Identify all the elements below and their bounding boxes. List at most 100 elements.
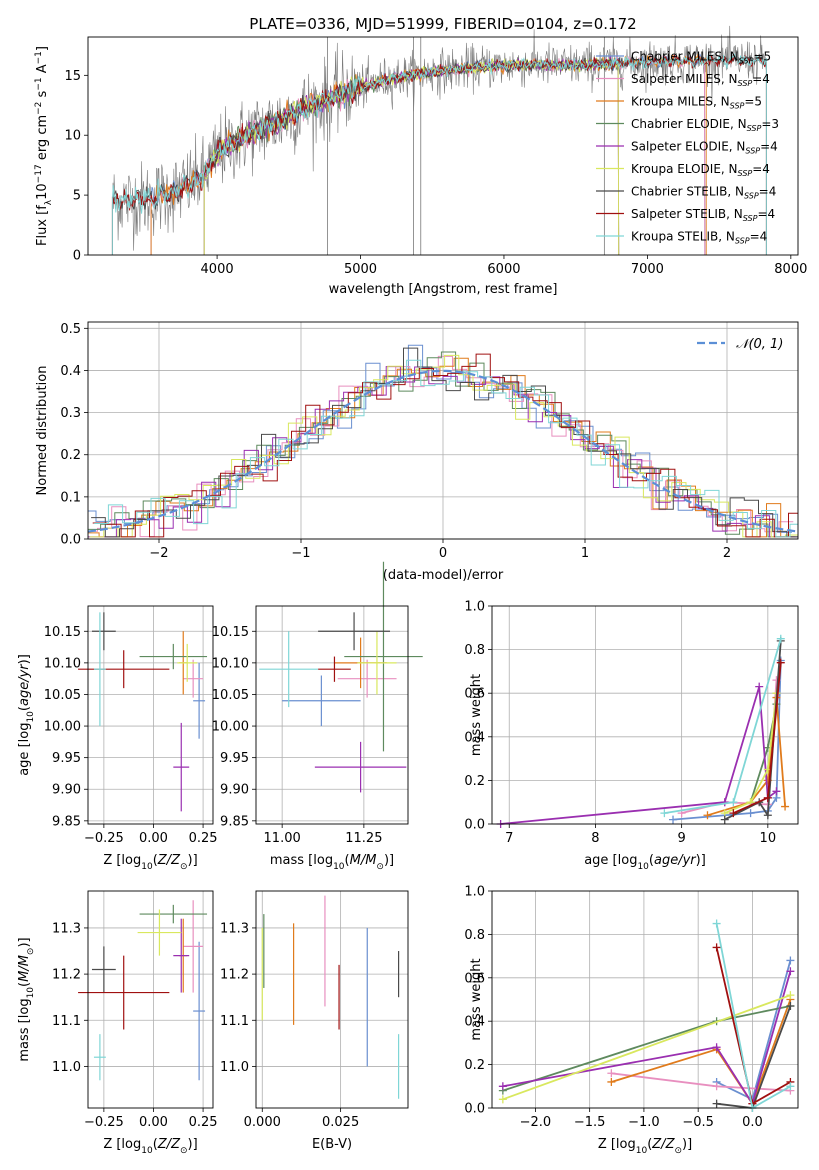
x-axis-label: Z [log10(Z/Z⊙)] (598, 1137, 692, 1156)
y-tick-label: 1.0 (464, 885, 485, 900)
histogram-salpeter-stelib (92, 353, 798, 538)
y-tick-label: 0.0 (464, 1102, 485, 1117)
y-tick-label: 0.1 (60, 490, 81, 505)
weight-marker (786, 1002, 795, 1011)
y-axis-label: mass [log10(M/M⊙)] (17, 937, 36, 1061)
weight-marker (712, 1043, 721, 1052)
x-tick-label: 10 (760, 831, 777, 846)
y-tick-label: 10.05 (44, 688, 81, 703)
y-tick-label: 11.2 (220, 968, 249, 983)
weight-marker (729, 798, 738, 807)
weight-marker (763, 811, 772, 820)
x-axis-label: age [log10(age/yr)] (584, 853, 706, 872)
age-vs-mass-panel: 11.00 11.25 9.85 9.90 9.95 10.00 10.05 10.10 10.… (212, 561, 423, 872)
weight-marker (498, 1095, 507, 1104)
weight-marker (781, 802, 790, 811)
age-vs-Z-panel: −0.25 0.00 0.25 9.85 9.90 9.95 10.00 10.05 10.10… (17, 605, 218, 872)
y-tick-label: 10.15 (212, 625, 249, 640)
model-spectrum-chabrier-elodie (203, 57, 620, 256)
x-tick-label: 0.25 (189, 831, 218, 846)
histogram-chabrier-miles (88, 344, 792, 533)
weight-marker (755, 682, 764, 691)
legend-entry: Chabrier STELIB, NSSP=4 (631, 185, 776, 201)
weight-line-salpeter-stelib (715, 947, 791, 1106)
x-tick-label: −1.0 (628, 1115, 660, 1130)
plot-frame (87, 890, 214, 1109)
weight-marker (607, 1069, 616, 1078)
weight-marker (786, 956, 795, 965)
x-axis-label: Z [log10(Z/Z⊙)] (103, 853, 197, 872)
y-tick-label: 10.15 (44, 625, 81, 640)
weight-marker (786, 1082, 795, 1091)
model-spectrum-kroupa-miles (150, 53, 707, 255)
y-tick-label: 0 (73, 249, 81, 264)
weight-marker (772, 787, 781, 796)
x-tick-label: 0.00 (139, 831, 168, 846)
x-axis-label: (data-model)/error (383, 568, 504, 583)
x-tick-label: 1 (581, 546, 589, 561)
y-axis-label: mass weight (469, 958, 484, 1040)
x-axis-label: mass [log10(M/M⊙)] (270, 853, 394, 872)
legend-entry: Salpeter STELIB, NSSP=4 (631, 207, 775, 223)
legend-entry: Salpeter MILES, NSSP=4 (631, 72, 770, 88)
y-tick-label: 11.1 (220, 1014, 249, 1029)
weight-marker (720, 798, 729, 807)
y-tick-label: 0.0 (60, 533, 81, 548)
y-tick-label: 0.2 (60, 448, 81, 463)
y-tick-label: 0.4 (464, 1015, 485, 1030)
legend-entry: Kroupa ELODIE, NSSP=4 (631, 162, 770, 178)
y-tick-label: 0.0 (464, 818, 485, 833)
y-tick-label: 11.1 (52, 1014, 81, 1029)
y-tick-label: 9.90 (52, 783, 81, 798)
histogram-kroupa-stelib (94, 359, 798, 538)
weight-marker (776, 634, 785, 643)
x-tick-label: 9 (677, 831, 685, 846)
x-tick-label: 0.25 (189, 1115, 218, 1130)
y-tick-label: 10.10 (212, 656, 249, 671)
y-tick-label: 0.3 (60, 406, 81, 421)
mass-weight-vs-age-panel: 7 8 9 10 0.0 0.2 0.4 0.6 0.8 1.0 age [log10(age/yr… (464, 600, 799, 872)
mass-weight-vs-Z-panel: −2.0 −1.5 −1.0 −0.5 0.0 0.0 0.2 0.4 0.6 0.8 1.0 Z [… (464, 885, 799, 1156)
x-tick-label: 6000 (487, 262, 520, 277)
x-tick-label: −2.0 (520, 1115, 552, 1130)
histogram-chabrier-stelib (91, 347, 798, 538)
x-tick-label: 0.000 (244, 1115, 281, 1130)
weight-line-salpeter-elodie (502, 971, 792, 1106)
y-tick-label: 0.2 (464, 1058, 485, 1073)
x-tick-label: 11.25 (345, 831, 382, 846)
legend-entry: Chabrier ELODIE, NSSP=3 (631, 117, 779, 133)
y-tick-label: 11.2 (52, 968, 81, 983)
histogram-kroupa-elodie (89, 354, 798, 538)
y-tick-label: 10.10 (44, 656, 81, 671)
weight-line-kroupa-stelib (715, 923, 791, 1110)
weight-marker (712, 1099, 721, 1108)
y-tick-label: 0.4 (464, 730, 485, 745)
y-tick-label: 0.2 (464, 774, 485, 789)
x-axis-label: E(B-V) (312, 1137, 352, 1152)
y-tick-label: 10.00 (44, 720, 81, 735)
legend-entry: 𝒩(0, 1) (736, 337, 783, 352)
weight-marker (720, 815, 729, 824)
y-tick-label: 0.6 (464, 971, 485, 986)
plot-frame (491, 605, 799, 825)
x-tick-label: 0.00 (139, 1115, 168, 1130)
y-tick-label: 9.95 (220, 751, 249, 766)
weight-marker (703, 811, 712, 820)
weight-marker (763, 793, 772, 802)
plot-frame (87, 321, 799, 540)
legend-entry: Kroupa STELIB, NSSP=4 (631, 230, 767, 246)
weight-line-kroupa-elodie (724, 693, 778, 814)
y-tick-label: 9.85 (52, 814, 81, 829)
y-tick-label: 1.0 (464, 600, 485, 615)
histogram-chabrier-elodie (88, 351, 797, 538)
normal-curve (87, 369, 796, 533)
weight-marker (712, 919, 721, 928)
spectrum-panel: 4000 5000 6000 7000 8000 0 5 10 15 Chabrier MILES… (34, 25, 807, 297)
histogram-kroupa-miles (88, 357, 795, 538)
weight-marker (776, 658, 785, 667)
model-spectrum-kroupa-elodie (203, 57, 620, 256)
y-tick-label: 9.85 (220, 814, 249, 829)
weight-marker (669, 815, 678, 824)
y-axis-label: Flux [fλ10−17 erg cm−2 s−1 A−1] (34, 46, 54, 246)
